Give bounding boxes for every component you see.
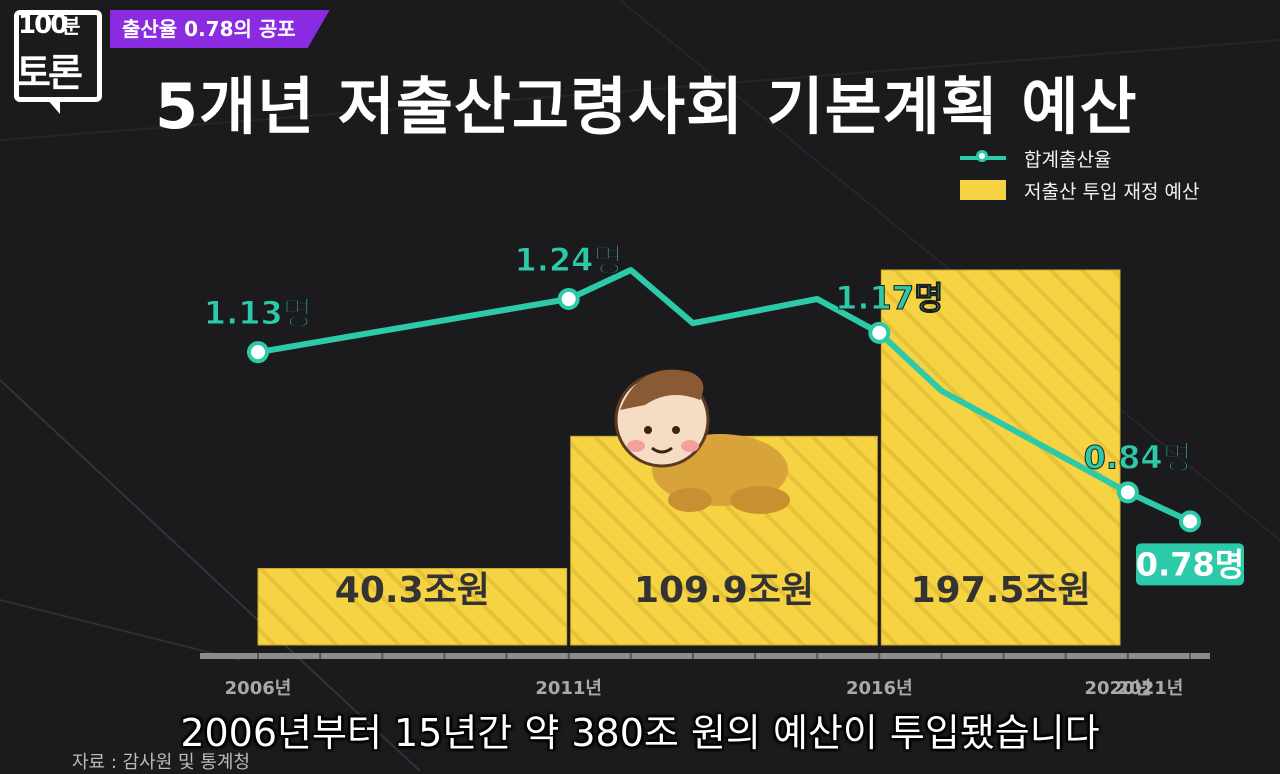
x-tick-label: 2016년 bbox=[846, 678, 913, 699]
fertility-point bbox=[868, 321, 891, 344]
bar-2016 bbox=[880, 269, 1121, 646]
x-axis-line bbox=[200, 653, 1210, 659]
legend-item-bar: 저출산 투입 재정 예산 bbox=[960, 174, 1199, 206]
fertility-value-label: 1.17명 bbox=[835, 279, 943, 317]
fertility-point bbox=[1179, 510, 1201, 533]
fertility-point bbox=[247, 341, 269, 364]
legend-item-line: 합계출산율 bbox=[960, 142, 1199, 174]
x-tick-label: 2011년 bbox=[535, 678, 602, 699]
fertility-value-label: 1.24명 bbox=[514, 241, 622, 279]
x-tick-label: 2006년 bbox=[225, 678, 292, 699]
data-source: 자료 : 감사원 및 통계청 bbox=[72, 752, 250, 773]
logo-sub2: 토론 bbox=[16, 51, 83, 95]
program-logo: 100 분 토론 bbox=[8, 6, 104, 114]
bar-2006 bbox=[257, 567, 568, 646]
highlight-label-box bbox=[1136, 543, 1244, 586]
logo-sub1: 분 bbox=[62, 14, 81, 38]
topic-tag: 출산율 0.78의 공포 bbox=[110, 10, 330, 48]
bar-value-label: 197.5조원 bbox=[911, 570, 1091, 611]
bar-value-label: 109.9조원 bbox=[634, 570, 814, 611]
fertility-value-label: 1.13명 bbox=[204, 294, 312, 332]
x-tick-label: 2021년 bbox=[1117, 678, 1184, 699]
caption-subtitle: 2006년부터 15년간 약 380조 원의 예산이 투입됐습니다 bbox=[180, 711, 1100, 755]
legend-line-label: 합계출산율 bbox=[1024, 148, 1112, 171]
fertility-value-label: 0.84명 bbox=[1084, 438, 1192, 476]
fertility-value-label: 0.78명 bbox=[1136, 545, 1244, 583]
legend-bar-swatch bbox=[960, 180, 1006, 200]
logo-number: 100 bbox=[18, 10, 68, 40]
page-title: 5개년 저출산고령사회 기본계획 예산 bbox=[155, 70, 1138, 143]
chart-legend: 합계출산율 저출산 투입 재정 예산 bbox=[960, 142, 1199, 206]
crawling-baby-illustration bbox=[614, 369, 790, 514]
x-tick-label: 2020년 bbox=[1085, 678, 1152, 699]
legend-bar-label: 저출산 투입 재정 예산 bbox=[1024, 180, 1200, 203]
bar-value-label: 40.3조원 bbox=[335, 570, 490, 611]
fertility-point bbox=[557, 288, 580, 310]
fertility-point bbox=[1116, 481, 1139, 504]
legend-line-marker bbox=[960, 150, 1006, 162]
fertility-line bbox=[257, 267, 1192, 525]
